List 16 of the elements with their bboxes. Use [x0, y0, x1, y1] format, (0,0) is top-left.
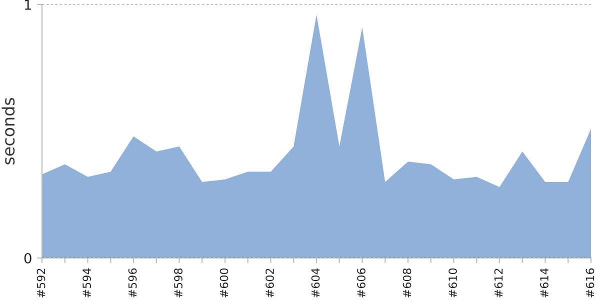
x-tick-label: #616 [586, 268, 594, 298]
x-tick-label: #602 [266, 268, 274, 298]
x-tick-label: #614 [540, 268, 548, 298]
y-tick-label: 0 [24, 252, 32, 264]
x-tick-label: #612 [494, 268, 503, 298]
x-tick-label: #606 [357, 268, 366, 298]
y-tick-label: 1 [24, 0, 31, 10]
x-tick-label: #596 [128, 268, 137, 298]
y-axis-title: seconds [2, 98, 15, 164]
x-tick-label: #610 [448, 268, 457, 298]
x-tick-label: #598 [174, 268, 182, 298]
x-tick-label: #594 [82, 268, 91, 298]
x-tick-label: #600 [220, 268, 228, 298]
x-tick-label: #608 [402, 268, 412, 298]
x-tick-label: #592 [36, 268, 46, 298]
x-tick-label: #604 [311, 268, 320, 298]
